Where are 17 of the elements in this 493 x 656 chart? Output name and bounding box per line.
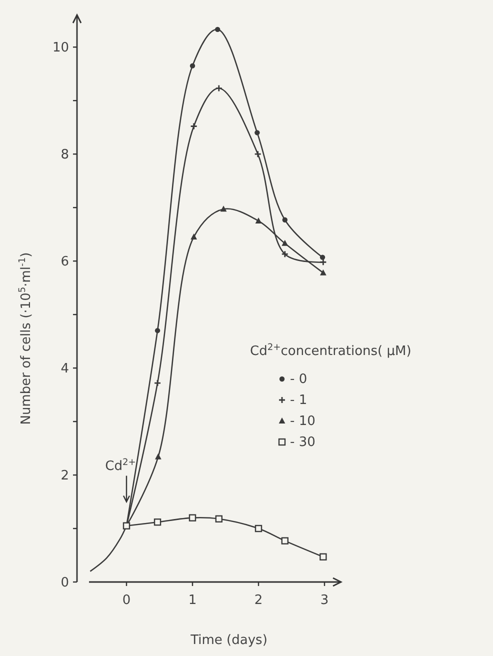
legend-label: - 10 xyxy=(290,414,316,429)
x-axis-title: Time (days) xyxy=(190,633,268,648)
y-tick-label: 10 xyxy=(52,40,69,56)
legend-title: Cd$^{2+}$concentrations( μM) xyxy=(250,343,412,359)
x-tick-label: 2 xyxy=(254,593,263,608)
y-tick-label: 0 xyxy=(60,576,69,591)
legend-label: - 30 xyxy=(290,435,316,450)
x-tick-label: 3 xyxy=(320,593,329,608)
y-tick-label: 6 xyxy=(60,254,69,270)
y-tick-label: 8 xyxy=(60,148,69,163)
y-tick-label: 4 xyxy=(60,362,69,377)
y-tick-label: 2 xyxy=(60,468,69,484)
legend-label: - 1 xyxy=(290,393,308,408)
x-tick-label: 0 xyxy=(122,593,131,608)
legend-label: - 0 xyxy=(290,372,308,387)
annotation: Cd$^{2+}$ xyxy=(105,458,136,474)
x-tick-label: 1 xyxy=(188,593,197,608)
